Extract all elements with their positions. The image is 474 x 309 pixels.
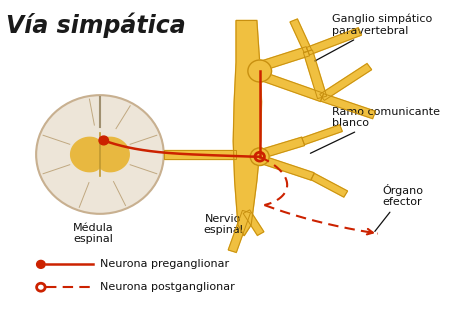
Text: Ganglio simpático
paravertebral: Ganglio simpático paravertebral — [315, 14, 432, 61]
Polygon shape — [258, 47, 310, 71]
Polygon shape — [290, 19, 311, 53]
Polygon shape — [243, 210, 264, 235]
Polygon shape — [320, 64, 372, 100]
Circle shape — [99, 136, 109, 145]
Polygon shape — [320, 94, 375, 119]
Circle shape — [36, 95, 164, 214]
Text: Neurona postganglionar: Neurona postganglionar — [100, 282, 235, 292]
Text: Órgano
efector: Órgano efector — [375, 184, 424, 231]
Circle shape — [250, 148, 269, 166]
Polygon shape — [228, 210, 250, 252]
Text: Ramo comunicante
blanco: Ramo comunicante blanco — [310, 107, 439, 153]
Text: Neurona preganglionar: Neurona preganglionar — [100, 259, 229, 269]
Polygon shape — [311, 173, 347, 197]
Circle shape — [248, 60, 272, 82]
Polygon shape — [258, 155, 314, 180]
Polygon shape — [303, 50, 327, 99]
Text: Médula
espinal: Médula espinal — [73, 222, 113, 244]
Polygon shape — [71, 137, 129, 172]
Circle shape — [36, 260, 45, 268]
Polygon shape — [306, 28, 362, 55]
Polygon shape — [164, 150, 236, 159]
Text: Vía simpática: Vía simpática — [6, 13, 186, 39]
Text: Nervio
espinal: Nervio espinal — [203, 214, 243, 235]
Polygon shape — [258, 71, 324, 101]
Polygon shape — [233, 20, 262, 236]
Polygon shape — [302, 125, 342, 145]
Polygon shape — [258, 137, 305, 159]
